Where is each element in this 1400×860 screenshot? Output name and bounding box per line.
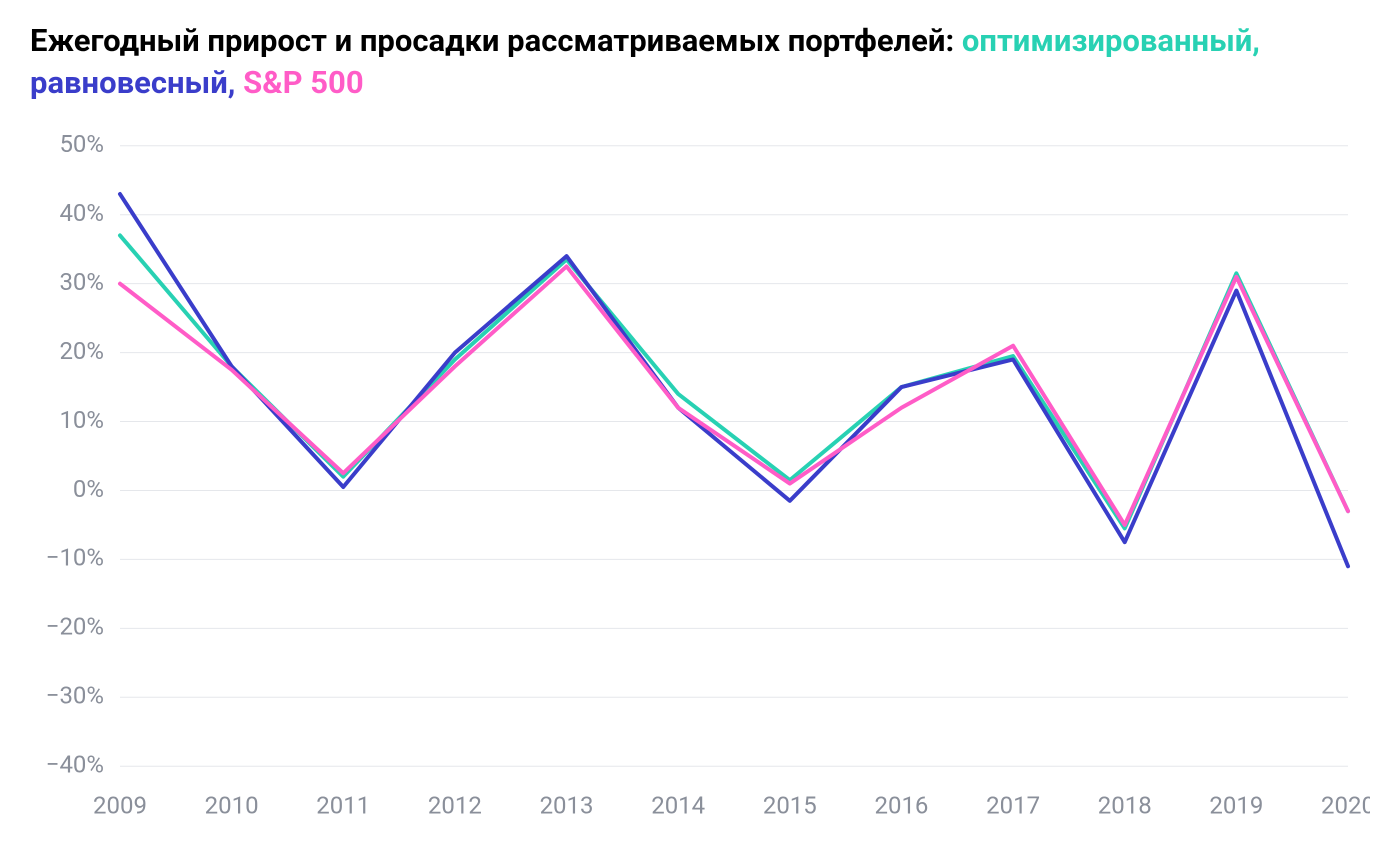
x-tick-label: 2011: [316, 791, 370, 819]
x-tick-label: 2015: [763, 791, 817, 819]
chart-svg: 50% 40% 30% 20% 10% 0% −10% −20% −30% −40% 2009 201…: [30, 122, 1370, 827]
series-line-равновесный: [120, 194, 1348, 566]
x-tick-label: 2012: [428, 791, 482, 819]
series-line-S&P 500: [120, 266, 1348, 525]
x-tick-label: 2019: [1209, 791, 1263, 819]
x-tick-label: 2010: [205, 791, 259, 819]
title-segment: Ежегодный прирост и просадки рассматрива…: [30, 22, 962, 59]
series-line-оптимизированный: [120, 235, 1348, 528]
title-segment: оптимизированный,: [962, 22, 1260, 59]
y-tick-label: 10%: [59, 406, 104, 434]
y-tick-label: −30%: [46, 681, 104, 709]
y-tick-label: −20%: [46, 612, 104, 640]
y-tick-label: 0%: [73, 474, 104, 502]
x-tick-label: 2017: [986, 791, 1040, 819]
y-tick-label: −10%: [46, 543, 104, 571]
x-tick-label: 2016: [874, 791, 928, 819]
x-tick-label: 2014: [651, 791, 705, 819]
title-segment: S&P 500: [243, 64, 364, 101]
x-tick-label: 2020: [1321, 791, 1370, 819]
y-tick-label: 50%: [59, 130, 104, 158]
chart-title: Ежегодный прирост и просадки рассматрива…: [30, 20, 1370, 104]
chart-container: Ежегодный прирост и просадки рассматрива…: [30, 20, 1370, 827]
y-tick-label: 30%: [59, 268, 104, 296]
x-tick-label: 2013: [540, 791, 594, 819]
y-tick-label: 40%: [59, 199, 104, 227]
y-tick-label: −40%: [46, 750, 104, 778]
x-tick-label: 2018: [1098, 791, 1152, 819]
title-segment: равновесный,: [30, 64, 243, 101]
y-tick-label: 20%: [59, 337, 104, 365]
x-tick-label: 2009: [93, 791, 147, 819]
chart-plot: 50% 40% 30% 20% 10% 0% −10% −20% −30% −40% 2009 201…: [30, 122, 1370, 827]
